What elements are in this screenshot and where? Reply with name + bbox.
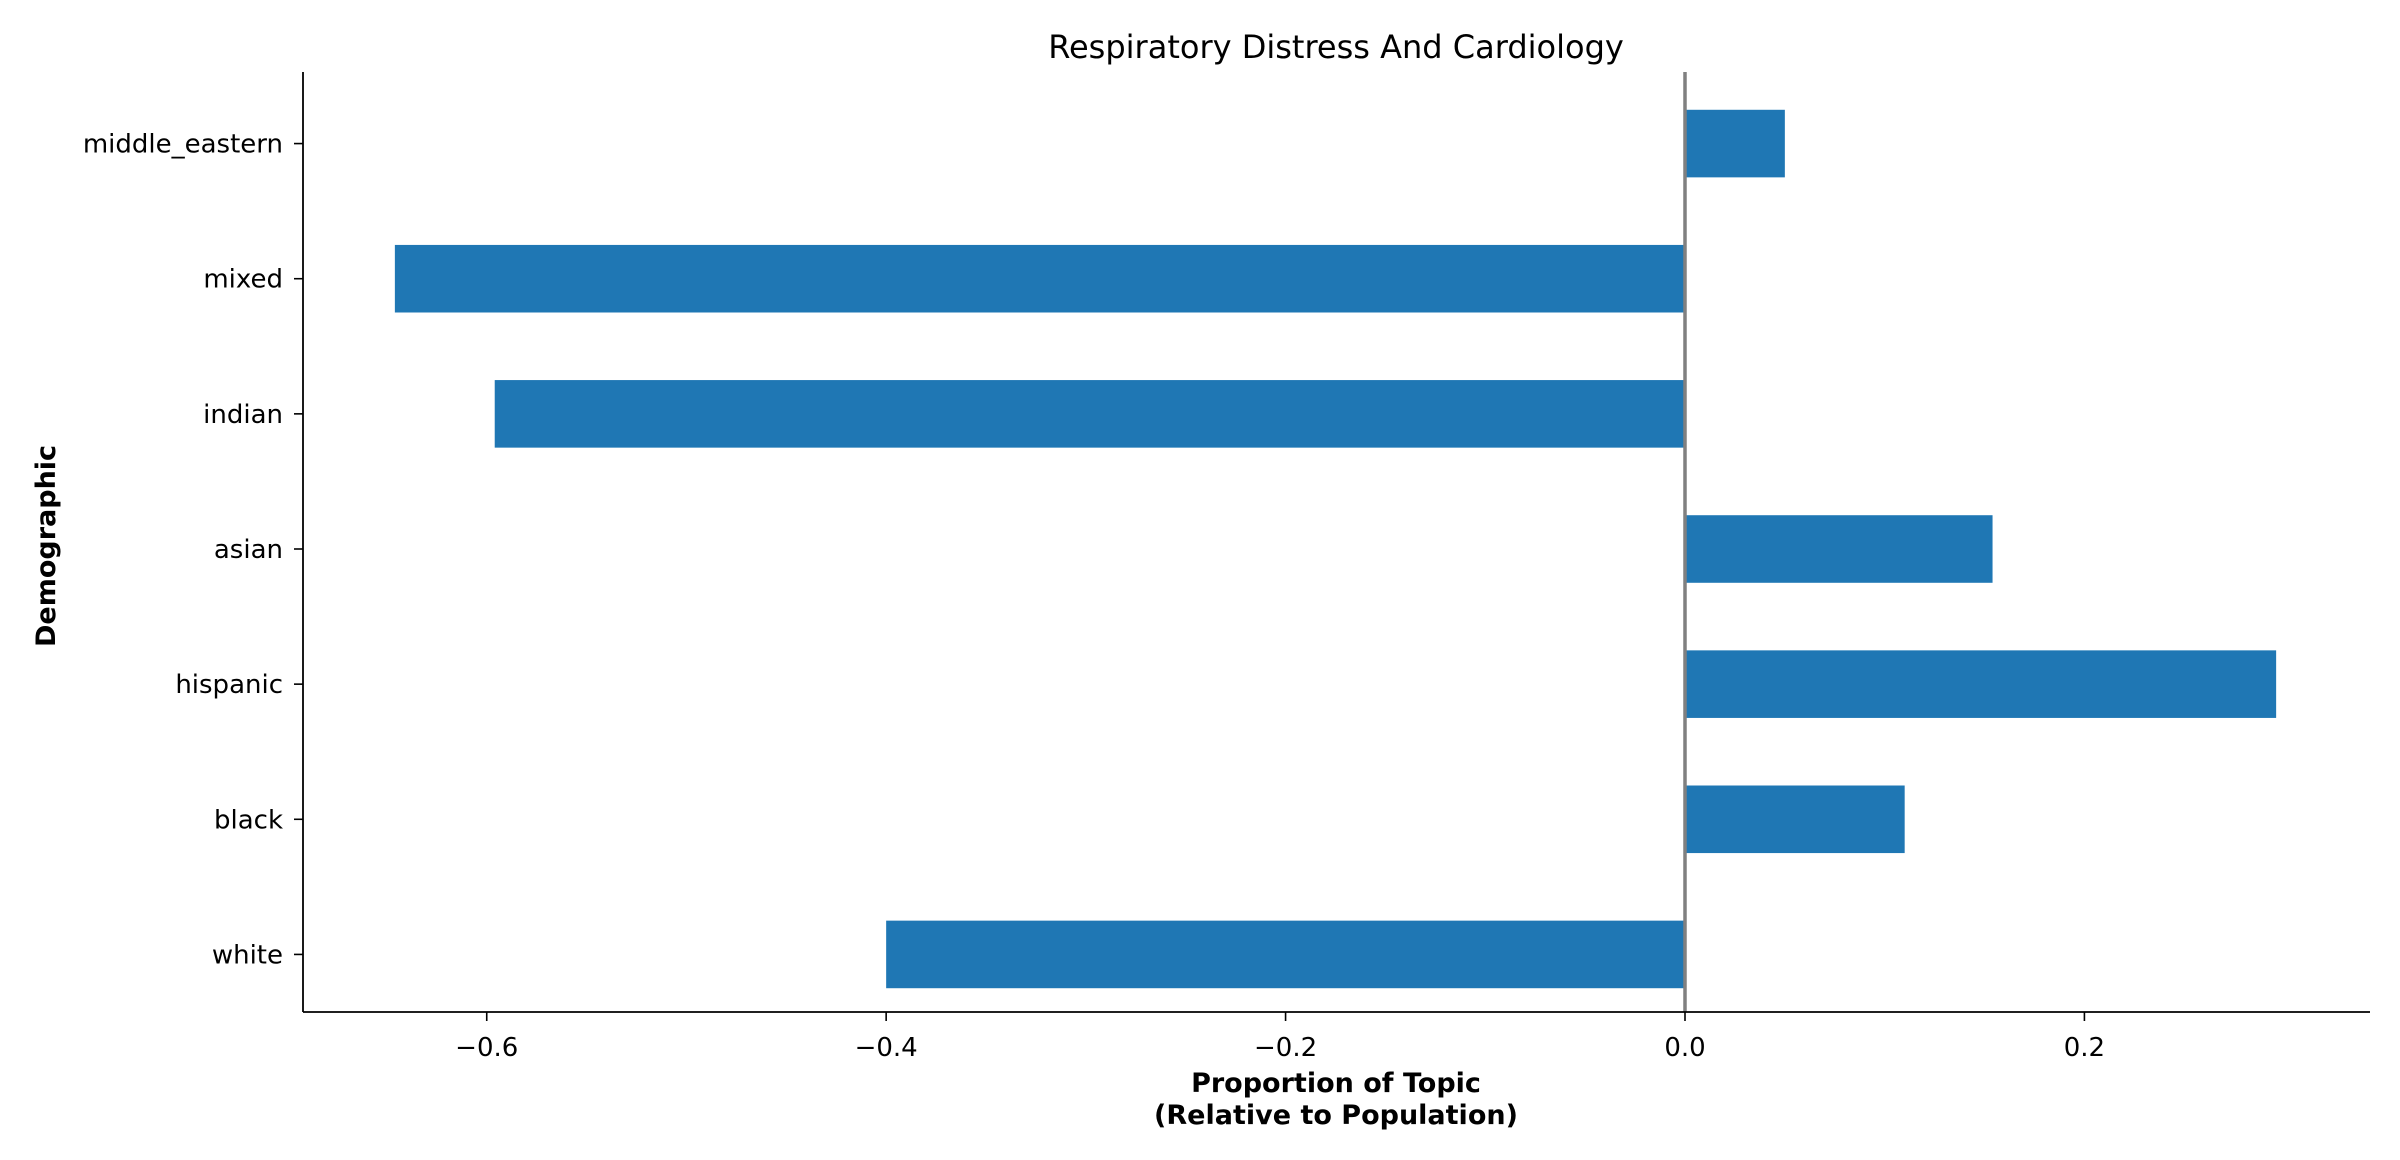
bar-mixed [394, 244, 1685, 313]
y-tick-label-white: white [212, 940, 283, 970]
bar-asian [1684, 515, 1993, 583]
y-axis-label: Demographic [31, 445, 62, 647]
bar-white [886, 920, 1685, 989]
bars-group [394, 109, 2277, 989]
x-axis-label-line-1: Proportion of Topic [1191, 1068, 1481, 1099]
y-tick-label-hispanic: hispanic [175, 670, 283, 700]
y-tick-label-indian: indian [203, 400, 283, 430]
y-tick-label-asian: asian [214, 535, 283, 565]
bar-middle_eastern [1684, 109, 1785, 178]
y-tick-label-middle_eastern: middle_eastern [83, 130, 283, 160]
chart-title: Respiratory Distress And Cardiology [1048, 28, 1624, 66]
bar-hispanic [1684, 650, 2277, 718]
x-tick-label: 0.0 [1664, 1033, 1705, 1063]
x-axis-ticks: −0.6 −0.4 −0.2 0.0 0.2 [455, 1012, 2105, 1063]
y-tick-label-black: black [214, 805, 283, 835]
bar-black [1684, 785, 1905, 854]
y-axis-ticks: white black hispanic asian indian mixed middle… [83, 130, 303, 970]
x-tick-label: 0.2 [2064, 1033, 2105, 1063]
x-tick-label: −0.4 [855, 1033, 918, 1063]
x-axis-label-line-2: (Relative to Population) [1154, 1100, 1518, 1131]
y-tick-label-mixed: mixed [203, 265, 283, 295]
x-tick-label: −0.2 [1254, 1033, 1317, 1063]
x-tick-label: −0.6 [455, 1033, 518, 1063]
bar-indian [494, 380, 1685, 448]
